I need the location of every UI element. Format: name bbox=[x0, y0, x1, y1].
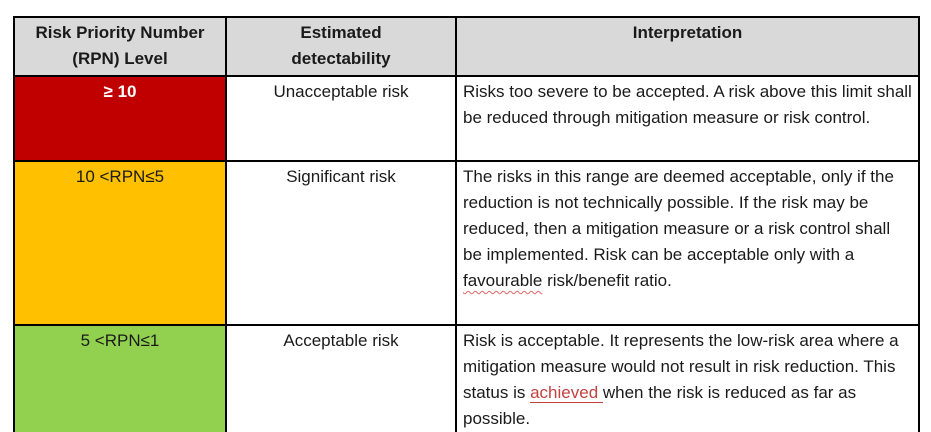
rpn-level-cell-significant: 10 <RPN≤5 bbox=[13, 160, 227, 326]
interpretation-text: risk/benefit ratio. bbox=[542, 271, 672, 290]
interpretation-text: Risk is acceptable. It represents the lo… bbox=[463, 331, 899, 402]
header-row: Risk Priority Number (RPN) Level Estimat… bbox=[13, 16, 920, 77]
header-cell-interpretation: Interpretation bbox=[455, 16, 920, 77]
inserted-word-achieved: achieved bbox=[530, 383, 603, 403]
detectability-cell-acceptable: Acceptable risk bbox=[225, 324, 457, 432]
table-row-acceptable: 5 <RPN≤1 Acceptable risk Risk is accepta… bbox=[13, 324, 920, 432]
table-row-significant: 10 <RPN≤5 Significant risk The risks in … bbox=[13, 160, 920, 326]
interpretation-cell-unacceptable: Risks too severe to be accepted. A risk … bbox=[455, 75, 920, 162]
interpretation-text: The risks in this range are deemed accep… bbox=[463, 167, 894, 264]
header-cell-rpn-level: Risk Priority Number (RPN) Level bbox=[13, 16, 227, 77]
interpretation-cell-acceptable: Risk is acceptable. It represents the lo… bbox=[455, 324, 920, 432]
rpn-risk-table: Risk Priority Number (RPN) Level Estimat… bbox=[13, 16, 920, 432]
interpretation-text: when the risk is reduced as far as possi… bbox=[463, 383, 857, 428]
interpretation-text: Risks too severe to be accepted. A risk … bbox=[463, 82, 912, 127]
header-cell-estimated-detectability: Estimated detectability bbox=[225, 16, 457, 77]
spellchecked-word-favourable: favourable bbox=[463, 271, 543, 290]
table-row-unacceptable: ≥ 10 Unacceptable risk Risks too severe … bbox=[13, 75, 920, 162]
rpn-level-cell-acceptable: 5 <RPN≤1 bbox=[13, 324, 227, 432]
interpretation-cell-significant: The risks in this range are deemed accep… bbox=[455, 160, 920, 326]
detectability-cell-significant: Significant risk bbox=[225, 160, 457, 326]
rpn-level-cell-unacceptable: ≥ 10 bbox=[13, 75, 227, 162]
detectability-cell-unacceptable: Unacceptable risk bbox=[225, 75, 457, 162]
